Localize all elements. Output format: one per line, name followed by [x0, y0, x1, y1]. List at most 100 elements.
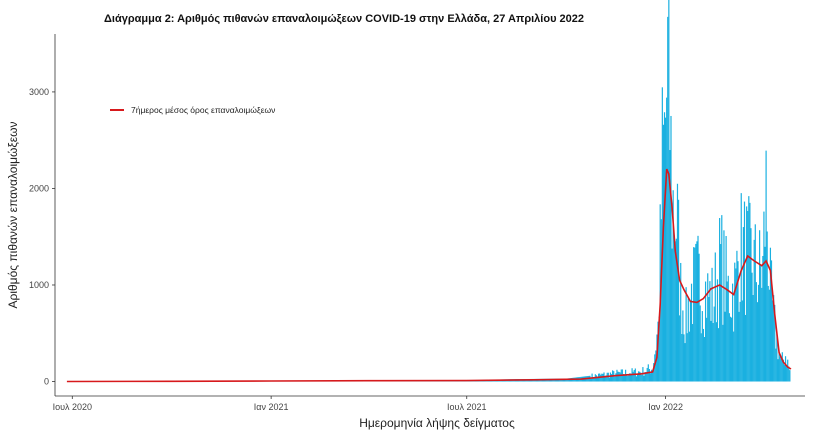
daily-bar: [641, 374, 643, 382]
daily-bar: [752, 294, 754, 382]
daily-bar: [655, 350, 657, 382]
daily-bar: [755, 282, 757, 382]
daily-bar: [683, 334, 685, 382]
daily-bar: [628, 374, 630, 382]
daily-bar: [695, 243, 697, 382]
daily-bar: [714, 252, 716, 382]
daily-bar: [783, 364, 786, 382]
daily-bar: [787, 359, 789, 382]
daily-bar: [650, 369, 653, 382]
daily-bar: [633, 370, 635, 382]
daily-bar: [592, 377, 594, 382]
daily-bar: [747, 210, 749, 382]
daily-bar: [672, 190, 674, 382]
daily-bar: [710, 320, 712, 382]
daily-bar: [759, 230, 761, 382]
daily-bar: [701, 311, 703, 382]
daily-bar: [743, 201, 746, 382]
daily-bar: [668, 0, 670, 382]
y-tick-label: 0: [44, 377, 49, 387]
daily-bar: [704, 281, 707, 382]
daily-bar: [786, 366, 788, 382]
daily-bar: [667, 16, 669, 382]
daily-bar: [652, 371, 654, 382]
daily-bar: [713, 306, 715, 382]
daily-bar: [765, 150, 767, 382]
daily-bar: [731, 283, 734, 382]
daily-bar: [706, 317, 708, 382]
daily-bar: [681, 333, 683, 382]
daily-bar: [780, 358, 782, 382]
daily-bar: [769, 247, 772, 382]
daily-bar: [687, 298, 689, 382]
daily-bar: [711, 267, 713, 382]
daily-bar: [654, 354, 656, 382]
daily-bar: [719, 218, 721, 382]
daily-bar: [725, 236, 727, 382]
legend: 7ήμερος μέσος όρος επαναλοιμώξεων: [110, 105, 275, 115]
seven-day-average-line: [66, 168, 792, 383]
daily-bar: [596, 376, 599, 382]
daily-bar: [756, 302, 759, 382]
daily-bar: [690, 283, 693, 382]
daily-bar: [770, 260, 773, 382]
daily-bar: [609, 372, 612, 382]
daily-bar: [764, 246, 766, 382]
daily-bar: [682, 310, 684, 382]
daily-bar: [689, 301, 692, 382]
daily-bar: [744, 314, 747, 382]
daily-bar: [590, 378, 592, 382]
daily-bar: [637, 371, 640, 382]
daily-bar: [700, 333, 702, 382]
daily-bar: [688, 331, 690, 382]
daily-bar: [635, 376, 638, 382]
daily-bar: [746, 206, 748, 382]
daily-bar: [666, 97, 668, 382]
daily-bar: [679, 315, 681, 382]
y-tick-label: 1000: [29, 280, 49, 290]
daily-bar: [697, 235, 699, 382]
x-axis: Ιουλ 2020 Ιαν 2021 Ιουλ 2021 Ιαν 2022: [53, 395, 805, 412]
daily-bar: [653, 363, 655, 382]
daily-bar: [646, 367, 648, 382]
x-tick-label: Ιουλ 2020: [53, 402, 92, 412]
daily-bar: [771, 300, 774, 382]
daily-bar: [750, 228, 752, 382]
daily-bar: [763, 211, 765, 382]
daily-bar: [735, 268, 737, 382]
x-axis-title: Ημερομηνία λήψης δείγματος: [359, 416, 515, 430]
daily-bar: [626, 374, 628, 382]
daily-bar: [600, 374, 602, 382]
x-tick-label: Ιαν 2022: [648, 402, 683, 412]
y-axis: 0 1000 2000 3000: [29, 34, 56, 396]
daily-bar: [702, 328, 705, 382]
daily-bar: [707, 273, 709, 382]
daily-bar: [703, 337, 706, 382]
daily-bar: [664, 117, 667, 382]
daily-bar: [694, 247, 696, 382]
daily-bar: [730, 317, 733, 382]
daily-bar: [674, 241, 676, 382]
y-axis-title: Αριθμός πιθανών επαναλοιμώξεων: [6, 121, 20, 308]
daily-bar: [627, 375, 629, 382]
daily-bar: [789, 370, 791, 382]
daily-bar: [699, 305, 701, 382]
chart-title: Διάγραμμα 2: Αριθμός πιθανών επαναλοιμώξ…: [104, 13, 584, 25]
daily-bar: [737, 261, 739, 382]
daily-bar: [670, 115, 672, 382]
daily-bar: [773, 295, 775, 382]
daily-bar: [727, 275, 729, 382]
daily-bar: [708, 296, 710, 382]
daily-bar: [728, 313, 730, 382]
daily-bar: [754, 224, 756, 382]
daily-bar: [604, 376, 606, 382]
daily-bar: [593, 377, 595, 382]
daily-bar: [733, 331, 735, 382]
daily-bar: [614, 376, 616, 382]
daily-bar: [686, 333, 688, 382]
daily-bar: [623, 374, 626, 382]
daily-bar: [723, 230, 725, 382]
daily-bar: [685, 287, 687, 382]
daily-bar: [673, 235, 675, 382]
daily-bar: [676, 183, 679, 382]
